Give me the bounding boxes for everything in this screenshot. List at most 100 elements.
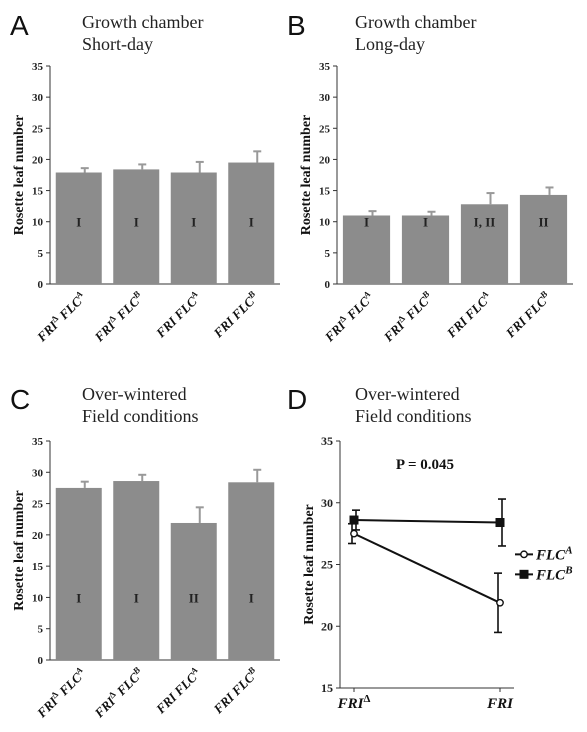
y-tick-label: 25 [319, 123, 331, 135]
y-axis-label: Rosette leaf number [12, 490, 27, 611]
chart-title-line-1: Over-wintered [355, 384, 460, 404]
bar [170, 172, 217, 284]
y-tick-label: 5 [38, 624, 44, 636]
chart-title-line-2: Short-day [82, 34, 153, 54]
panel-d: D Over-wintered Field conditions Rosette… [287, 366, 587, 732]
panel-label: C [10, 384, 31, 415]
y-tick-label: 15 [32, 561, 44, 573]
x-tick-label: FRI FLCB [501, 289, 553, 341]
x-tick-label: FRIΔ FLCB [90, 665, 146, 721]
legend-marker [519, 569, 529, 579]
bar [401, 215, 450, 284]
y-tick-label: 20 [32, 154, 44, 166]
group-label: I [134, 215, 139, 230]
chart-title-line-2: Field conditions [355, 406, 472, 426]
y-axis-label: Rosette leaf number [302, 504, 317, 625]
x-tick-label: FRIΔ [337, 693, 371, 712]
chart-title-line-1: Over-wintered [82, 384, 187, 404]
x-tick-label: FRI FLCA [442, 289, 494, 341]
x-tick-label: FRI FLCB [209, 289, 261, 341]
panel-b: B Growth chamber Long-day Rosette leaf n… [287, 0, 587, 366]
chart-title: Growth chamber Short-day [82, 11, 203, 55]
y-tick-label: 5 [38, 248, 44, 260]
group-label: I [364, 215, 369, 230]
bar [55, 172, 102, 284]
bar [228, 162, 275, 284]
bar-chart: Rosette leaf number 0 5 10 15 20 25 30 35 I FRIΔ F… [299, 61, 573, 345]
group-label: I [249, 590, 254, 605]
series-line [353, 519, 501, 524]
y-tick-label: 15 [321, 681, 333, 695]
y-tick-label: 25 [32, 499, 44, 511]
x-tick-label: FRIΔ FLCB [379, 289, 435, 345]
y-tick-label: 35 [32, 61, 44, 73]
bar [460, 204, 509, 284]
y-tick-label: 35 [321, 434, 333, 448]
chart-title-line-2: Long-day [355, 34, 425, 54]
y-tick-label: 35 [319, 61, 331, 73]
group-label: I [76, 215, 81, 230]
p-value-annotation: P = 0.045 [396, 457, 454, 473]
chart-title: Growth chamber Long-day [355, 11, 476, 55]
legend-label: FLCA [535, 544, 573, 563]
bar-chart: Rosette leaf number 0 5 10 15 20 25 30 35 I FRIΔ F… [12, 61, 280, 345]
data-point [350, 529, 358, 538]
group-label: I [191, 215, 196, 230]
y-tick-label: 30 [319, 92, 331, 104]
panel-c: C Over-wintered Field conditions Rosette… [0, 366, 293, 732]
y-tick-label: 30 [32, 92, 44, 104]
series-line [353, 532, 501, 604]
y-tick-label: 5 [325, 248, 331, 260]
x-tick-label: FRI FLCA [152, 289, 204, 341]
group-label: I [249, 215, 254, 230]
chart-title-line-2: Field conditions [82, 406, 199, 426]
x-tick-label: FRI FLCA [152, 665, 204, 717]
line-chart: Rosette leaf number 15 20 25 30 35 FRIΔ FRI P = … [302, 434, 573, 712]
panel-label: B [287, 10, 306, 41]
y-tick-label: 10 [32, 592, 44, 604]
y-tick-label: 0 [325, 279, 331, 291]
panel-label: D [287, 384, 308, 415]
group-label: I [134, 590, 139, 605]
data-point [349, 515, 359, 525]
y-tick-label: 0 [38, 279, 44, 291]
x-tick-label: FRI FLCB [209, 665, 261, 717]
x-tick-label: FRI [486, 696, 514, 712]
panel-a: A Growth chamber Short-day Rosette leaf … [0, 0, 293, 366]
data-point [496, 598, 504, 607]
y-tick-label: 20 [321, 619, 333, 633]
bar [170, 522, 217, 660]
legend-marker [520, 550, 528, 559]
chart-title-line-1: Growth chamber [355, 12, 477, 32]
y-tick-label: 25 [32, 123, 44, 135]
bar [228, 482, 275, 660]
y-tick-label: 10 [32, 217, 44, 229]
y-tick-label: 15 [319, 186, 331, 198]
bar [519, 194, 568, 284]
bar-chart: Rosette leaf number 0 5 10 15 20 25 30 35 I FRIΔ F… [12, 436, 280, 721]
y-tick-label: 10 [319, 217, 331, 229]
group-label: I [76, 590, 81, 605]
bar [113, 481, 160, 660]
data-point [495, 518, 505, 528]
y-axis-label: Rosette leaf number [299, 115, 314, 236]
y-axis-label: Rosette leaf number [12, 115, 27, 236]
x-tick-label: FRIΔ FLCA [33, 665, 89, 721]
y-tick-label: 15 [32, 186, 44, 198]
chart-title: Over-wintered Field conditions [82, 383, 199, 427]
legend-label: FLCB [535, 564, 573, 583]
y-tick-label: 20 [319, 154, 331, 166]
panel-label: A [10, 10, 29, 41]
x-tick-label: FRIΔ FLCA [33, 289, 89, 345]
chart-title: Over-wintered Field conditions [355, 383, 472, 427]
group-label: I, II [474, 215, 496, 230]
group-label: II [538, 215, 548, 230]
x-tick-label: FRIΔ FLCA [320, 289, 376, 345]
bar [55, 487, 102, 660]
y-tick-label: 30 [32, 467, 44, 479]
y-tick-label: 0 [38, 655, 44, 667]
y-tick-label: 35 [32, 436, 44, 448]
y-tick-label: 30 [321, 496, 333, 510]
y-tick-label: 20 [32, 530, 44, 542]
bar [342, 215, 391, 284]
